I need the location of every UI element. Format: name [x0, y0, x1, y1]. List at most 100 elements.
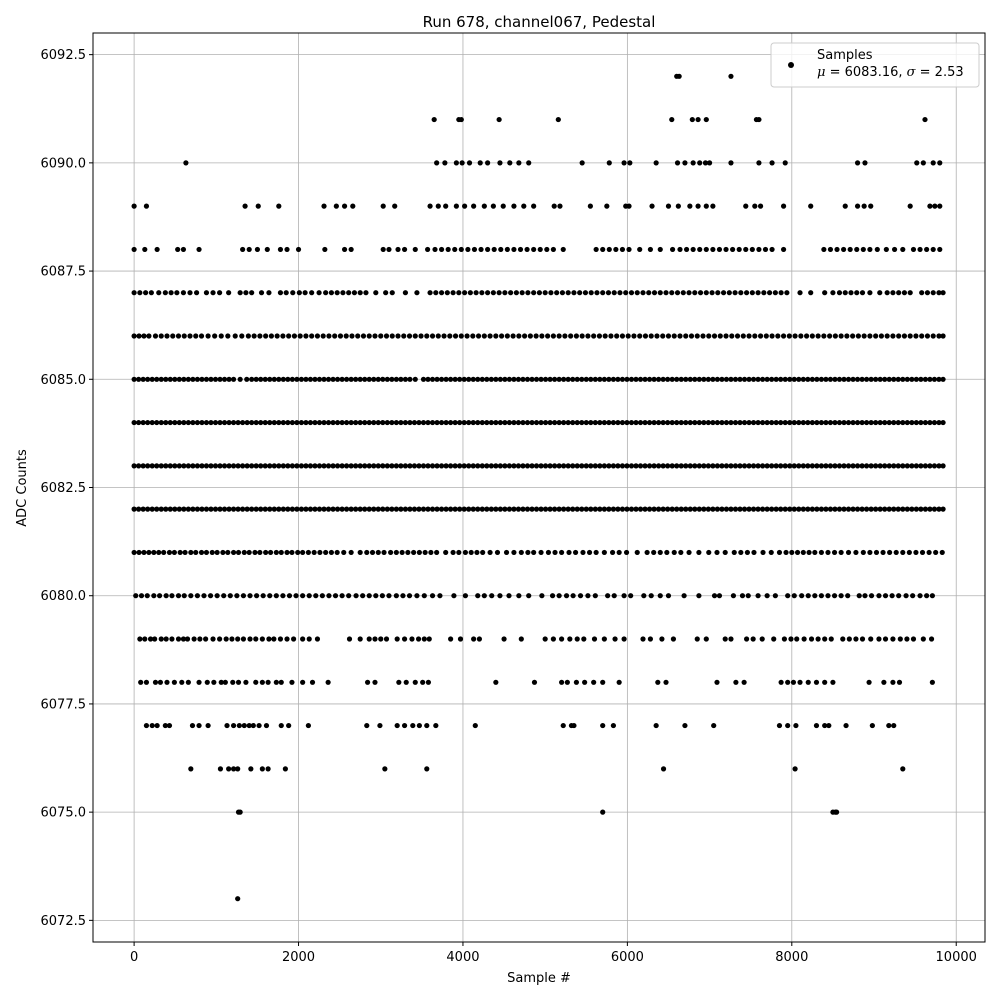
data-point [931, 463, 938, 469]
data-point [176, 376, 182, 382]
data-point [656, 506, 662, 512]
data-point [907, 333, 913, 339]
data-point [438, 290, 445, 296]
data-point [316, 463, 323, 469]
data-point [285, 463, 291, 469]
data-point [300, 593, 306, 599]
data-point [821, 333, 827, 339]
data-point [782, 506, 788, 512]
data-point [369, 549, 376, 556]
data-point [859, 419, 865, 426]
data-point [818, 376, 825, 382]
data-point [166, 722, 173, 729]
y-tick-label: 6085.0 [41, 373, 87, 388]
data-point [818, 593, 825, 599]
data-point [674, 290, 681, 296]
data-point [687, 419, 693, 426]
data-point [248, 766, 254, 772]
data-point [167, 419, 173, 426]
data-point [780, 203, 787, 209]
data-point [485, 160, 491, 166]
data-point [246, 549, 252, 556]
data-point [767, 290, 773, 296]
data-point [628, 290, 635, 296]
data-point [687, 203, 693, 209]
data-point [504, 333, 510, 339]
data-point [723, 376, 730, 382]
data-point [930, 333, 936, 339]
data-point [194, 506, 201, 512]
data-point [401, 722, 408, 729]
data-point [136, 333, 142, 339]
data-point [416, 463, 422, 469]
data-point [867, 290, 873, 296]
data-point [692, 376, 698, 382]
data-point [176, 419, 182, 426]
data-point [416, 506, 422, 512]
data-point [328, 290, 335, 296]
data-point [163, 593, 169, 599]
data-point [303, 333, 309, 339]
data-point [890, 333, 896, 339]
data-point [190, 463, 196, 469]
data-point [485, 246, 491, 253]
data-point [868, 376, 874, 382]
data-point [278, 722, 284, 729]
data-point [421, 636, 427, 642]
data-point [692, 419, 698, 426]
data-point [910, 636, 917, 642]
data-point [433, 722, 439, 729]
data-point [800, 419, 806, 426]
data-point [731, 549, 737, 556]
data-point [646, 290, 652, 296]
data-point [235, 636, 241, 642]
data-point [221, 506, 228, 512]
y-tick-label: 6072.5 [41, 914, 87, 929]
data-point [425, 679, 432, 685]
data-point [475, 419, 481, 426]
data-point [665, 593, 672, 599]
data-point [660, 333, 666, 339]
data-point [357, 376, 363, 382]
data-point [728, 419, 734, 426]
data-point [913, 419, 919, 426]
data-point [225, 549, 231, 556]
data-point [180, 636, 187, 642]
data-point [850, 419, 856, 426]
data-point [262, 506, 268, 512]
data-point [678, 376, 684, 382]
data-point [669, 116, 675, 123]
data-point [901, 290, 908, 296]
data-point [516, 160, 522, 166]
data-point [366, 333, 372, 339]
data-point [181, 419, 187, 426]
data-point [525, 290, 531, 296]
data-point [681, 593, 687, 599]
data-point [435, 203, 441, 209]
data-point [604, 203, 610, 209]
data-point [334, 376, 341, 382]
data-point [739, 593, 746, 599]
data-point [351, 290, 358, 296]
data-point [145, 463, 151, 469]
data-point [462, 549, 469, 556]
data-point [566, 549, 572, 556]
data-point [842, 290, 848, 296]
data-point [585, 333, 591, 339]
data-point [922, 419, 929, 426]
data-point [726, 290, 732, 296]
data-point [732, 463, 739, 469]
data-point [769, 376, 775, 382]
data-point [518, 636, 524, 642]
data-point [312, 463, 318, 469]
legend-mu-value: = 6083.16, [825, 65, 906, 80]
data-point [660, 419, 666, 426]
data-point [402, 419, 409, 426]
data-point [212, 333, 218, 339]
data-point [524, 376, 531, 382]
data-point [845, 549, 852, 556]
data-point [319, 593, 325, 599]
data-point [547, 506, 553, 512]
data-point [348, 376, 354, 382]
data-point [244, 506, 250, 512]
